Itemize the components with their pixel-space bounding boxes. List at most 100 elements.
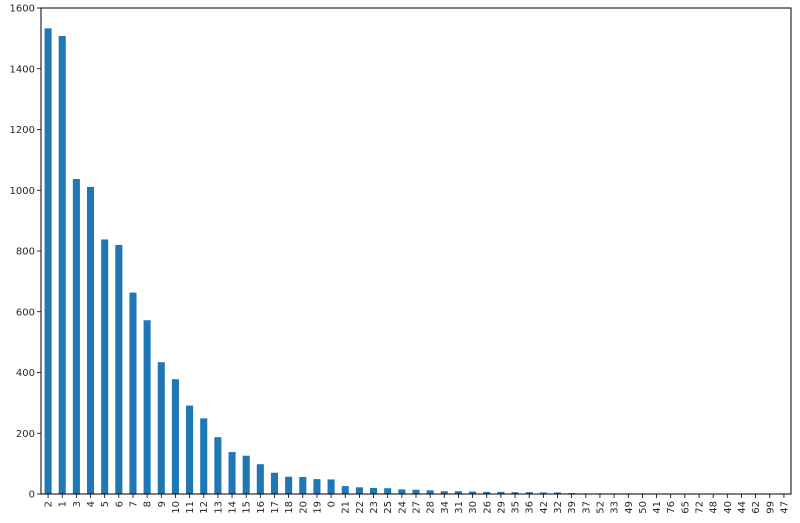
bar-9 xyxy=(157,362,165,494)
bar-4 xyxy=(86,186,95,494)
x-tick-label: 21 xyxy=(341,501,352,514)
y-tick-label: 400 xyxy=(16,368,35,379)
x-tick-label: 76 xyxy=(666,501,677,514)
x-tick-label: 31 xyxy=(454,501,465,514)
x-tick-label: 62 xyxy=(751,501,762,514)
bar-14 xyxy=(228,452,236,494)
x-tick-label: 19 xyxy=(312,501,323,514)
x-tick-label: 0 xyxy=(327,501,338,507)
y-tick-label: 800 xyxy=(16,247,35,258)
bar-7 xyxy=(129,292,137,494)
x-tick-label: 36 xyxy=(525,501,536,514)
x-tick-label: 42 xyxy=(539,501,550,514)
bar-22 xyxy=(355,487,363,494)
x-tick-label: 23 xyxy=(369,501,380,514)
x-tick-label: 48 xyxy=(709,501,720,514)
x-tick-label: 13 xyxy=(213,501,224,514)
bar-8 xyxy=(143,320,151,494)
y-tick-label: 200 xyxy=(16,429,35,440)
x-tick-label: 17 xyxy=(270,501,281,514)
x-tick-label: 50 xyxy=(638,501,649,514)
x-tick-label: 72 xyxy=(695,501,706,514)
x-tick-label: 44 xyxy=(737,501,748,514)
x-tick-label: 15 xyxy=(242,501,253,514)
x-tick-label: 22 xyxy=(355,501,366,514)
bar-3 xyxy=(72,179,80,495)
bar-25 xyxy=(384,488,392,494)
y-tick-label: 1000 xyxy=(10,186,35,197)
x-tick-label: 37 xyxy=(581,501,592,514)
x-tick-label: 18 xyxy=(284,501,295,514)
x-tick-label: 47 xyxy=(779,501,790,514)
x-tick-label: 49 xyxy=(624,501,635,514)
x-tick-label: 65 xyxy=(680,501,691,514)
x-tick-label: 2 xyxy=(44,501,55,507)
x-tick-label: 11 xyxy=(185,501,196,514)
x-tick-label: 20 xyxy=(298,501,309,514)
x-tick-label: 8 xyxy=(143,501,154,507)
x-tick-label: 14 xyxy=(228,501,239,514)
x-tick-label: 39 xyxy=(567,501,578,514)
bar-34 xyxy=(440,491,448,494)
x-tick-label: 6 xyxy=(114,501,125,507)
bar-2 xyxy=(44,28,52,494)
bar-16 xyxy=(256,464,264,494)
x-tick-label: 28 xyxy=(426,501,437,514)
plot-frame xyxy=(40,7,792,495)
bar-17 xyxy=(270,472,279,494)
x-tick-label: 34 xyxy=(440,501,451,514)
bar-15 xyxy=(242,455,250,494)
bar-0 xyxy=(327,479,335,494)
bar-19 xyxy=(313,479,321,494)
x-tick-label: 33 xyxy=(610,501,621,514)
bar-31 xyxy=(454,491,462,494)
bar-23 xyxy=(370,487,378,494)
bar-1 xyxy=(58,35,66,494)
bar-5 xyxy=(101,239,109,494)
bar-10 xyxy=(171,379,179,494)
bar-20 xyxy=(299,476,307,494)
x-tick-label: 26 xyxy=(482,501,493,514)
y-tick-label: 600 xyxy=(16,307,35,318)
y-axis: 0 200 400 600 800 1000 1200 1400 1600 xyxy=(10,4,41,501)
bar-35 xyxy=(511,492,519,494)
x-tick-label: 24 xyxy=(397,501,408,514)
x-tick-label: 10 xyxy=(171,501,182,514)
x-tick-label: 35 xyxy=(511,501,522,514)
bar-18 xyxy=(285,476,293,494)
x-tick-label: 30 xyxy=(468,501,479,514)
bar-24 xyxy=(398,489,406,494)
x-tick-label: 29 xyxy=(496,501,507,514)
x-tick-label: 1 xyxy=(58,501,69,507)
x-tick-label: 40 xyxy=(723,501,734,514)
x-tick-label: 99 xyxy=(765,501,776,514)
x-tick-label: 9 xyxy=(157,501,168,507)
x-axis: 2 1 3 4 5 6 7 8 9 10 11 12 13 14 15 16 17 18 20 19 0 21 22 23 25… xyxy=(44,494,790,514)
y-tick-label: 0 xyxy=(29,490,35,501)
bar-30 xyxy=(469,491,477,494)
bar-26 xyxy=(483,491,491,494)
bar-28 xyxy=(426,490,434,494)
bar-13 xyxy=(214,437,222,494)
bar-11 xyxy=(186,405,194,494)
bar-21 xyxy=(341,486,349,494)
x-tick-label: 16 xyxy=(256,501,267,514)
x-tick-label: 4 xyxy=(86,501,97,507)
x-tick-label: 5 xyxy=(100,501,111,507)
y-tick-label: 1200 xyxy=(10,125,35,136)
bar-36 xyxy=(525,492,533,494)
bar-32 xyxy=(553,492,562,494)
x-tick-label: 32 xyxy=(553,501,564,514)
x-tick-label: 41 xyxy=(652,501,663,514)
bar-27 xyxy=(412,489,420,494)
y-tick-label: 1400 xyxy=(10,64,35,75)
x-tick-label: 27 xyxy=(412,501,423,514)
x-tick-label: 12 xyxy=(199,501,210,514)
bar-42 xyxy=(539,492,547,494)
bar-12 xyxy=(200,418,208,494)
bar-29 xyxy=(497,491,505,494)
bars-group xyxy=(44,28,788,495)
x-tick-label: 3 xyxy=(72,501,83,507)
x-tick-label: 25 xyxy=(383,501,394,514)
